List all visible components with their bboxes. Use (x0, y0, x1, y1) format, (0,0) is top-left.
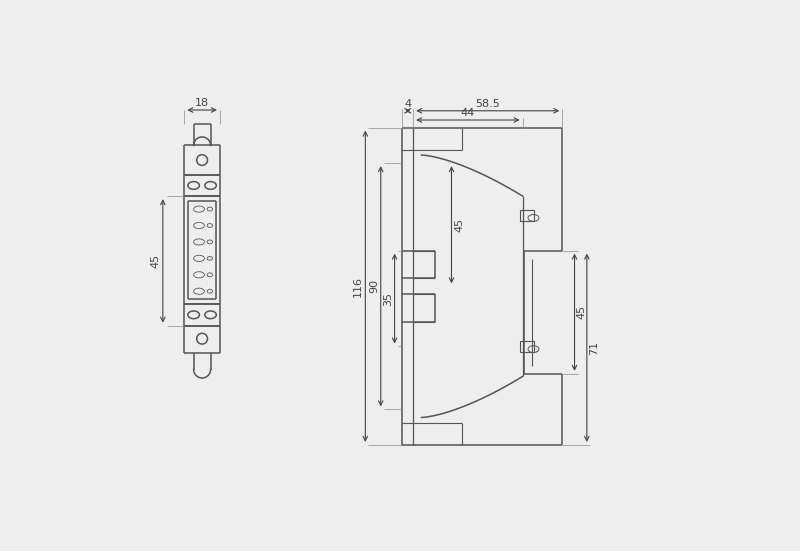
Text: 71: 71 (589, 341, 598, 355)
Text: 45: 45 (150, 254, 160, 268)
Text: 90: 90 (369, 279, 379, 293)
Text: 116: 116 (353, 276, 362, 297)
Text: 58.5: 58.5 (475, 99, 500, 109)
Text: 44: 44 (461, 108, 475, 118)
Text: 4: 4 (404, 99, 411, 109)
Bar (520, 210, 534, 220)
Text: 45: 45 (454, 218, 464, 232)
Text: 45: 45 (577, 305, 586, 319)
Bar (520, 341, 534, 352)
Text: 18: 18 (195, 98, 209, 108)
Text: 35: 35 (383, 291, 394, 306)
